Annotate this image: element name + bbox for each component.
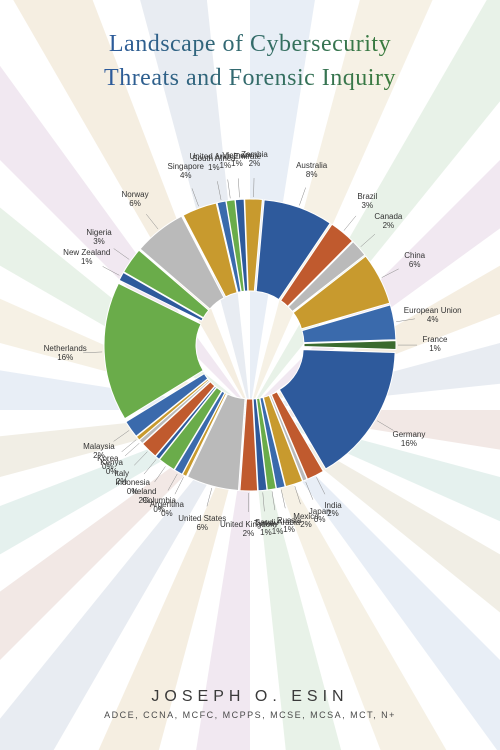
slice-label: Canada2% bbox=[374, 214, 402, 232]
title-line-1: Landscape of Cybersecurity bbox=[104, 28, 396, 62]
slice-label: Nigeria3% bbox=[86, 229, 111, 247]
pie-svg bbox=[30, 125, 470, 565]
slice-label: China6% bbox=[404, 252, 425, 270]
author-block: JOSEPH O. ESIN ADCE, CCNA, MCFC, MCPPS, … bbox=[104, 688, 396, 720]
slice-label: European Union4% bbox=[404, 307, 462, 325]
book-title: Landscape of Cybersecurity Threats and F… bbox=[104, 28, 396, 95]
slice-label: Netherlands16% bbox=[44, 345, 87, 363]
slice-label: Malaysia2% bbox=[83, 443, 115, 461]
slice-label: United Kingdom2% bbox=[220, 521, 277, 539]
slice-label: France1% bbox=[423, 336, 448, 354]
slice-label: Brazil3% bbox=[357, 193, 377, 211]
slice-label: United States6% bbox=[178, 515, 226, 533]
author-name: JOSEPH O. ESIN bbox=[104, 688, 396, 706]
author-credentials: ADCE, CCNA, MCFC, MCPPS, MCSE, MCSA, MCT… bbox=[104, 710, 396, 720]
pie-chart: Australia8% Brazil3% Canada2% China6% Europe… bbox=[30, 125, 470, 565]
title-line-2: Threats and Forensic Inquiry bbox=[104, 62, 396, 96]
slice-label: Australia8% bbox=[296, 162, 327, 180]
slice-label: Norway6% bbox=[121, 191, 148, 209]
slice-label: Germany16% bbox=[392, 431, 425, 449]
slice-label: New Zealand1% bbox=[63, 249, 110, 267]
slice-label: Zambia2% bbox=[241, 151, 268, 169]
